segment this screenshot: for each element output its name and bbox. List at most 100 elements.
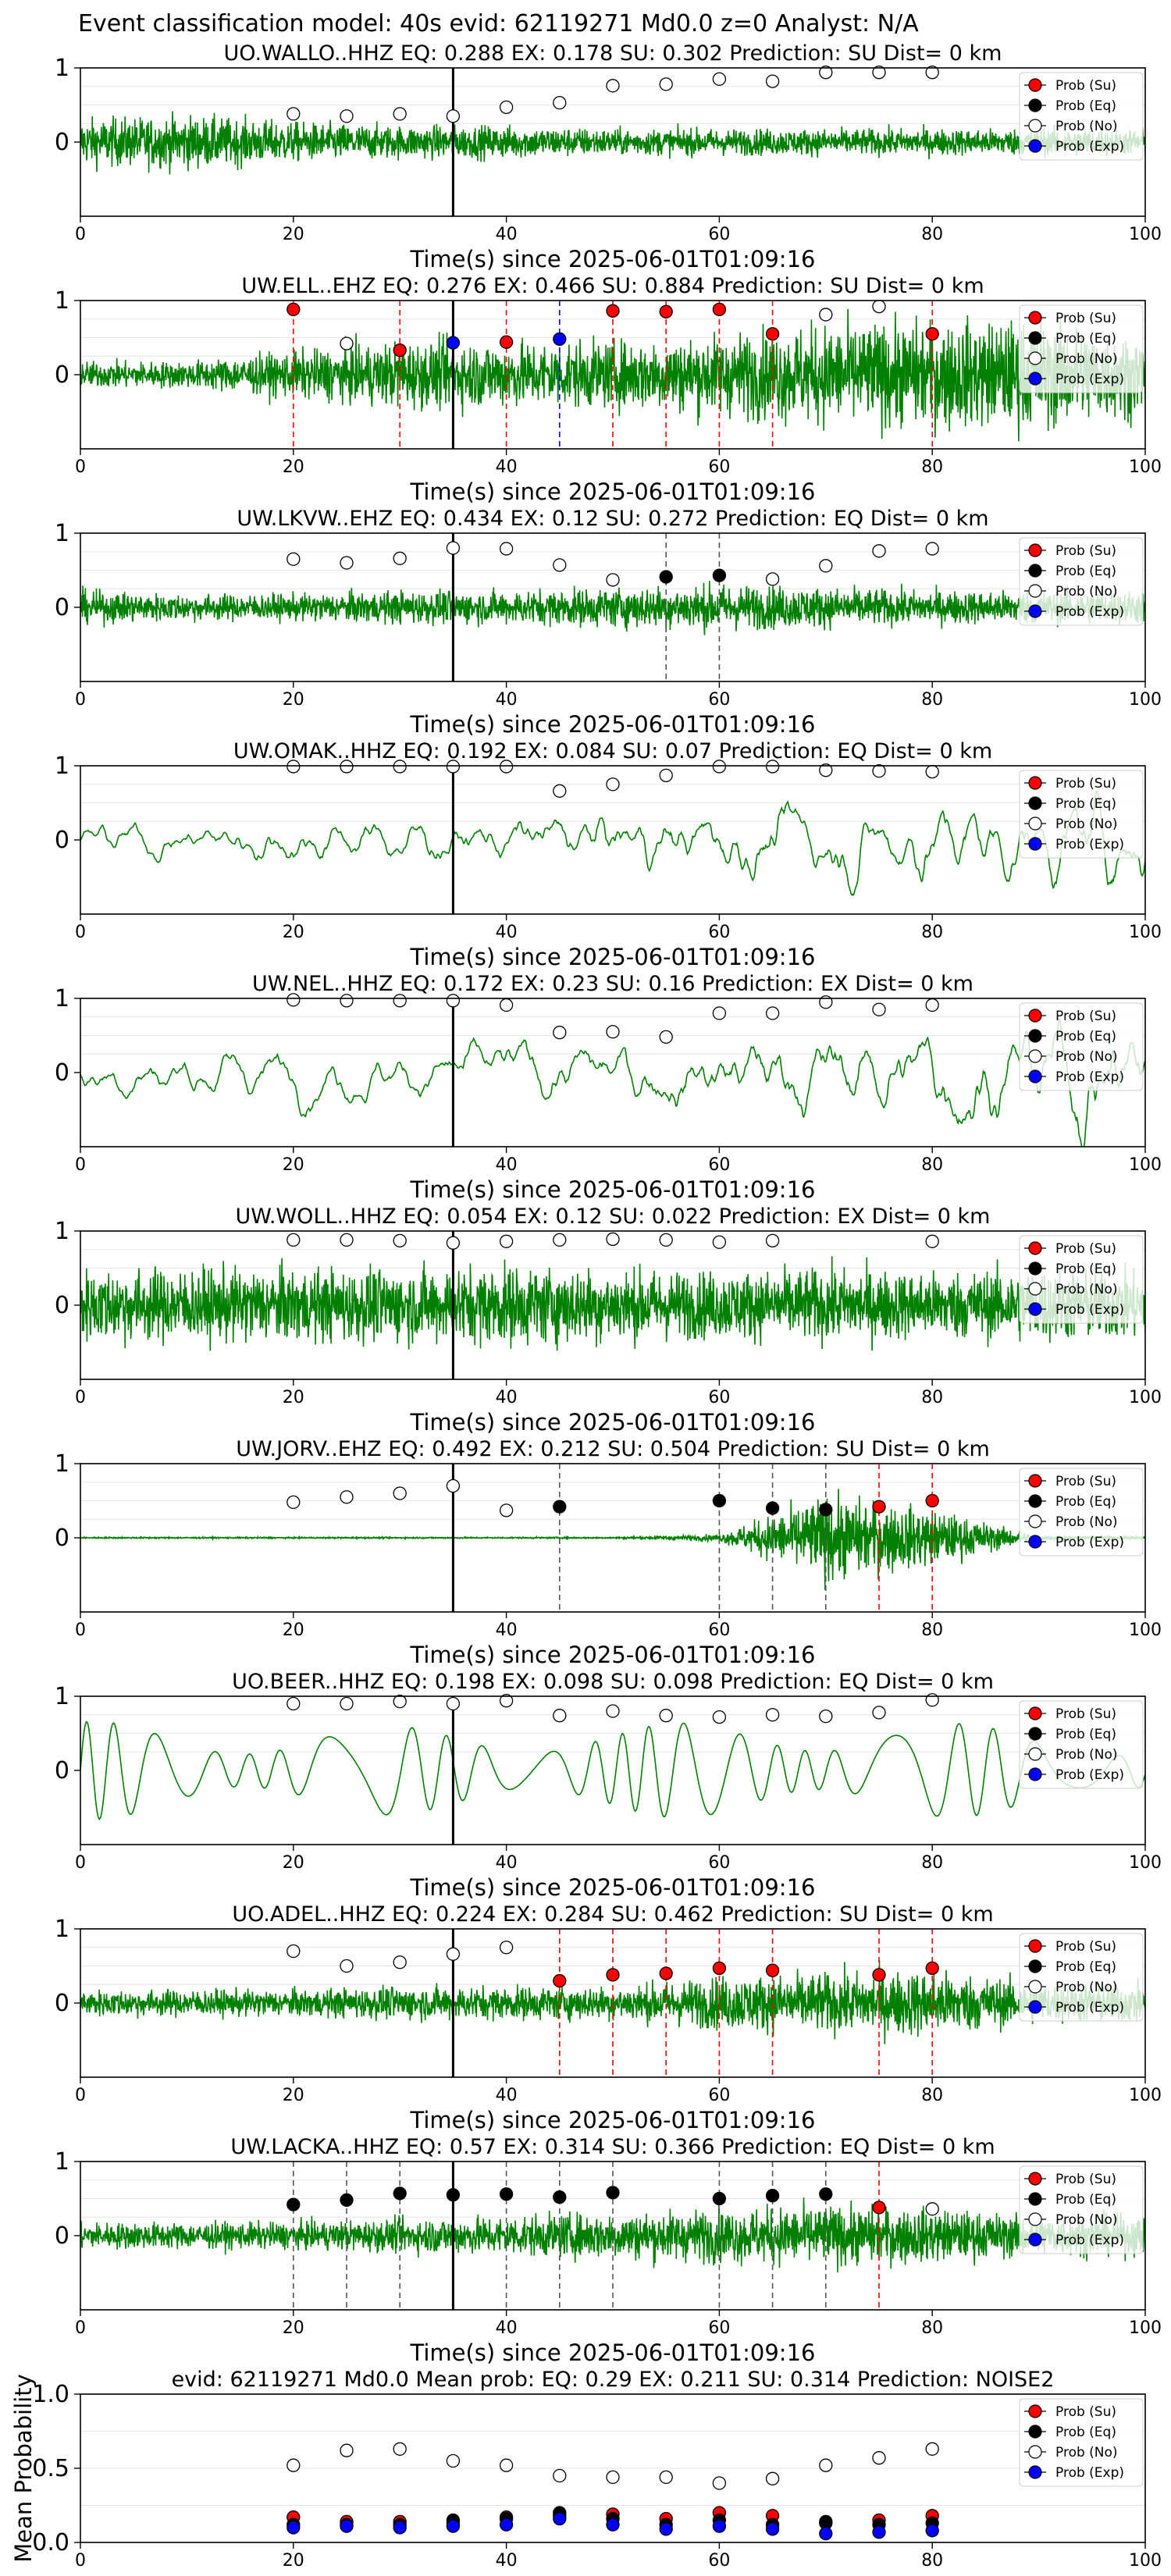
waveform-trace (80, 1256, 1145, 1351)
waveform-trace (80, 2197, 1145, 2273)
legend-marker-eq (1028, 1959, 1042, 1973)
legend-label-eq: Prob (Eq) (1055, 1494, 1116, 1510)
plot-area (80, 301, 1145, 442)
x-tick-label: 20 (283, 690, 304, 710)
legend-marker-exp (1028, 1535, 1042, 1549)
panel-title: UO.BEER..HHZ EQ: 0.198 EX: 0.098 SU: 0.0… (232, 1670, 994, 1694)
x-tick-label: 20 (283, 1388, 304, 1407)
x-tick-label: 60 (708, 1155, 730, 1175)
prob-point-no (393, 107, 407, 121)
x-tick-label: 20 (283, 1853, 304, 1873)
x-tick-label: 40 (496, 457, 518, 477)
y-tick-label: 0 (55, 1990, 69, 2017)
prob-point-no (872, 299, 886, 314)
panel-title: UW.LKVW..EHZ EQ: 0.434 EX: 0.12 SU: 0.27… (237, 507, 988, 531)
legend-marker-exp (1028, 1069, 1042, 1083)
x-axis-label: Time(s) since 2025-06-01T01:09:16 (410, 2339, 816, 2366)
x-axis-label: Time(s) since 2025-06-01T01:09:16 (410, 1642, 816, 1668)
mean-prob-point-no (287, 2458, 301, 2472)
y-tick-label: 0.0 (32, 2529, 69, 2556)
prob-point-no (872, 1706, 886, 1720)
prob-point-no (499, 1941, 514, 1955)
legend-marker-su (1028, 1009, 1042, 1023)
legend-marker-no (1028, 1747, 1042, 1761)
legend-marker-exp (1028, 372, 1042, 386)
legend-label-eq: Prob (Eq) (1055, 564, 1116, 579)
prob-point-su (872, 1968, 886, 1982)
legend-label-eq: Prob (Eq) (1055, 98, 1116, 114)
prob-point-no (606, 777, 620, 792)
legend: Prob (Su) Prob (Eq) Prob (No) Prob (Exp) (1019, 1933, 1144, 2022)
mean-prob-point-exp (925, 2524, 939, 2538)
legend-label-exp: Prob (Exp) (1055, 1302, 1124, 1318)
plot-area (80, 998, 1145, 1147)
legend-marker-exp (1028, 2233, 1042, 2247)
x-tick-label: 40 (496, 1853, 518, 1873)
y-tick-label: 1 (55, 753, 69, 780)
legend-marker-no (1028, 584, 1042, 598)
prob-point-su (925, 1493, 939, 1508)
prob-point-no (606, 573, 620, 587)
panel-title: UW.WOLL..HHZ EQ: 0.054 EX: 0.12 SU: 0.02… (236, 1204, 991, 1229)
legend-label-eq: Prob (Eq) (1055, 1959, 1116, 1975)
waveform-trace (80, 111, 1145, 175)
legend-label-su: Prob (Su) (1055, 2404, 1116, 2420)
prob-point-no (765, 760, 780, 774)
y-tick-label: 0 (55, 1757, 69, 1784)
legend-marker-exp (1028, 2465, 1042, 2479)
y-tick-label: 1 (55, 985, 69, 1012)
prob-point-no (819, 66, 833, 80)
prob-point-no (925, 66, 939, 80)
x-tick-label: 20 (283, 457, 304, 477)
station-panel-2: UW.ELL..EHZ EQ: 0.276 EX: 0.466 SU: 0.88… (55, 274, 1162, 505)
prob-point-no (287, 107, 301, 121)
panel-title: UW.JORV..EHZ EQ: 0.492 EX: 0.212 SU: 0.5… (236, 1437, 990, 1461)
station-panel-7: UW.JORV..EHZ EQ: 0.492 EX: 0.212 SU: 0.5… (55, 1437, 1162, 1668)
prob-point-su (553, 1973, 567, 1988)
prob-point-no (925, 2202, 939, 2216)
y-tick-label: 1 (55, 287, 69, 315)
prob-point-no (925, 1693, 939, 1707)
x-tick-label: 60 (708, 2551, 730, 2571)
legend-marker-su (1028, 543, 1042, 557)
station-panel-1: UO.WALLO..HHZ EQ: 0.288 EX: 0.178 SU: 0.… (55, 41, 1162, 272)
legend-label-exp: Prob (Exp) (1055, 1767, 1124, 1783)
prob-point-su (925, 1961, 939, 1976)
legend-marker-eq (1028, 1494, 1042, 1508)
x-tick-label: 40 (496, 2086, 518, 2105)
legend-marker-no (1028, 351, 1042, 365)
x-tick-label: 40 (496, 2318, 518, 2338)
prob-point-no (765, 1006, 780, 1020)
prob-point-no (819, 559, 833, 573)
prob-point-su (765, 327, 780, 341)
prob-point-no (393, 994, 407, 1008)
legend-marker-no (1028, 1980, 1042, 1994)
prob-point-no (393, 1486, 407, 1500)
prob-point-no (287, 1495, 301, 1510)
prob-point-no (287, 760, 301, 774)
prob-point-eq (765, 1501, 780, 1515)
waveform-trace (80, 1489, 1145, 1590)
prob-point-no (340, 760, 354, 774)
prob-point-no (499, 760, 514, 774)
x-tick-label: 20 (283, 2551, 304, 2571)
station-panel-9: UO.ADEL..HHZ EQ: 0.224 EX: 0.284 SU: 0.4… (55, 1902, 1162, 2133)
legend-box (1019, 770, 1144, 859)
prob-point-no (712, 1235, 727, 1249)
legend-label-eq: Prob (Eq) (1055, 796, 1116, 812)
x-tick-label: 100 (1129, 690, 1162, 710)
prob-point-no (446, 1947, 461, 1961)
legend-marker-su (1028, 1939, 1042, 1953)
x-tick-label: 80 (921, 2318, 943, 2338)
prob-point-eq (553, 2190, 567, 2204)
mean-prob-point-no (340, 2443, 354, 2457)
legend: Prob (Su) Prob (Eq) Prob (No) Prob (Exp) (1019, 1002, 1144, 1091)
x-tick-label: 20 (283, 1621, 304, 1640)
mean-prob-point-no (659, 2470, 673, 2485)
y-tick-label: 0 (55, 361, 69, 389)
legend-box (1019, 1468, 1144, 1557)
x-tick-label: 80 (921, 1388, 943, 1407)
x-tick-label: 40 (496, 2551, 518, 2571)
mean-prob-point-no (446, 2453, 461, 2468)
legend-marker-eq (1028, 564, 1042, 578)
